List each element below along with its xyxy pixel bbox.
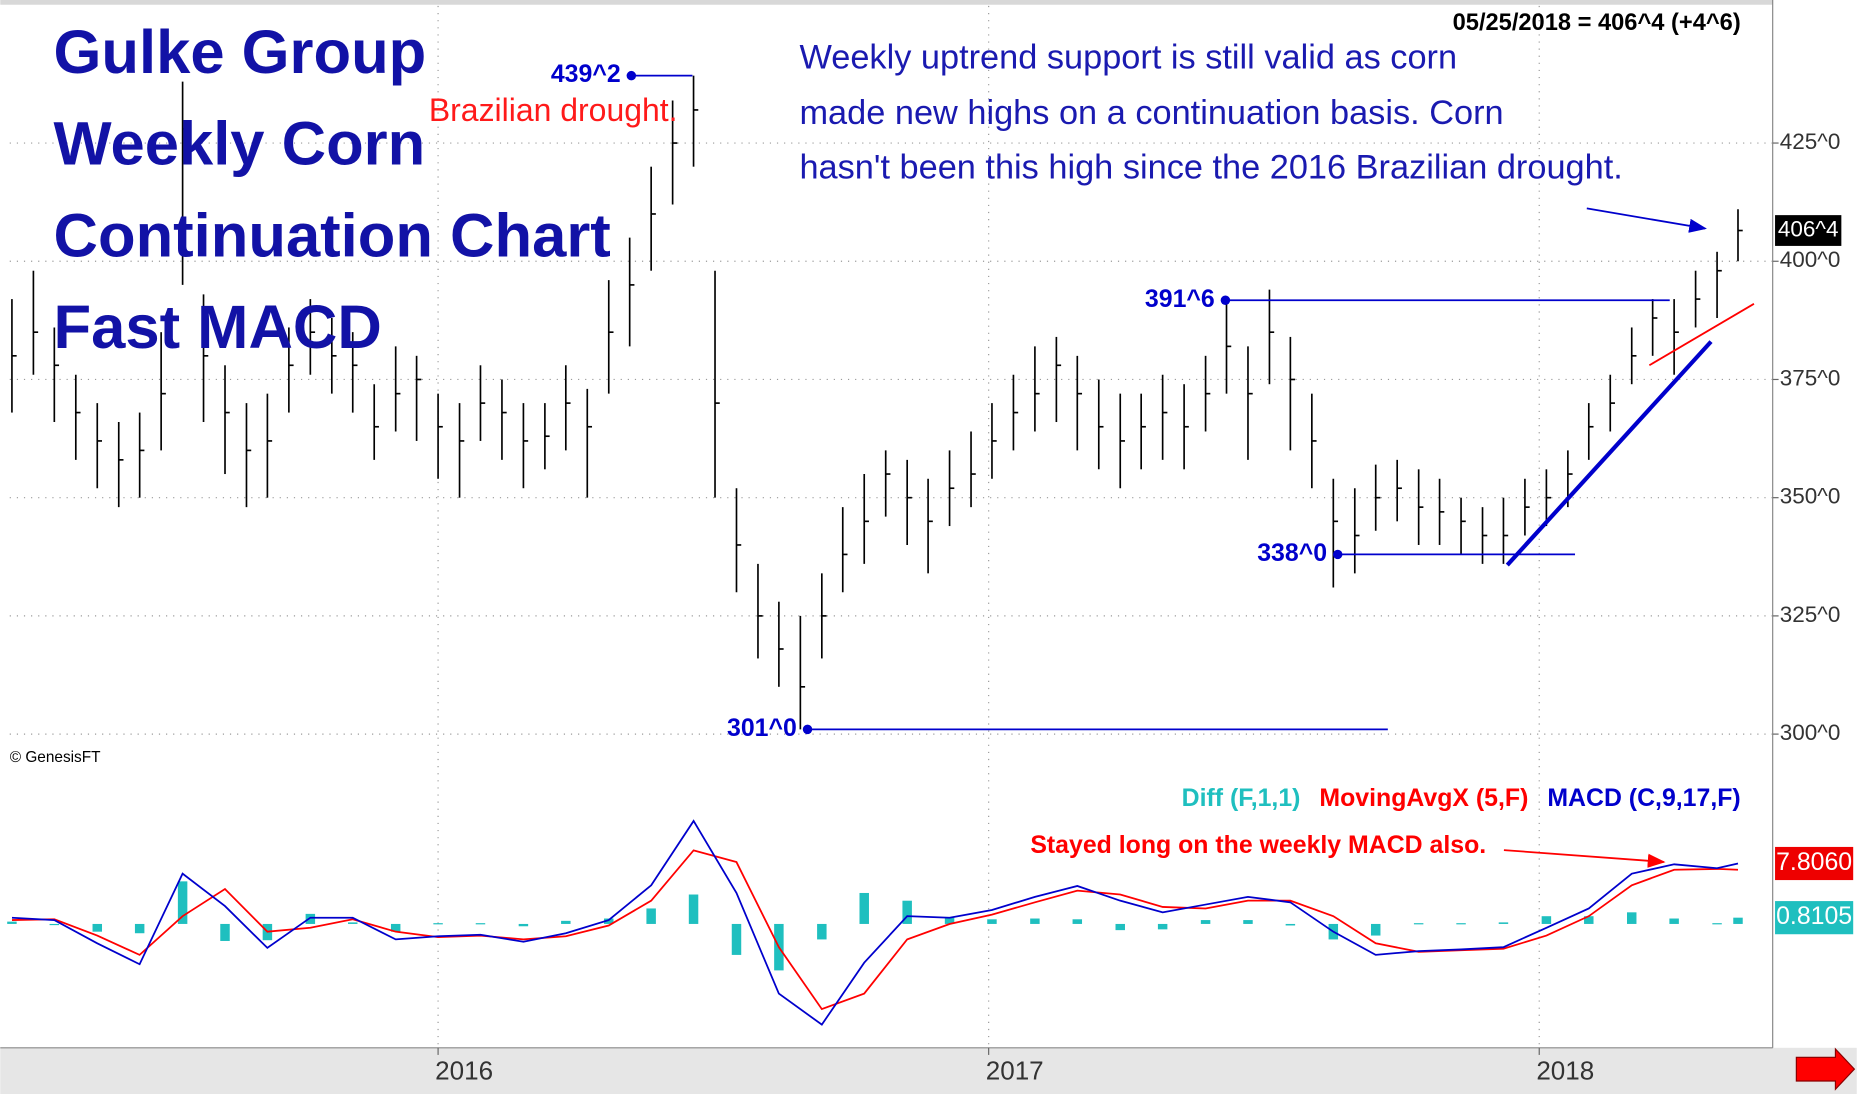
level-label: 439^2 — [551, 60, 621, 88]
histogram-bar — [177, 881, 188, 924]
histogram-bar — [1030, 918, 1040, 924]
histogram-bar — [1370, 923, 1381, 936]
histogram-bar — [1584, 916, 1594, 924]
last-price-label: 406^4 — [1778, 216, 1839, 241]
level-label: 301^0 — [727, 714, 797, 742]
grid-layer — [9, 5, 1773, 1048]
legend-entry: Diff (F,1,1) — [1182, 784, 1301, 812]
histogram-bar — [1413, 923, 1424, 925]
x-tick-label: 2016 — [435, 1056, 493, 1086]
histogram-bar — [688, 894, 699, 924]
histogram-bar — [1498, 922, 1509, 924]
x-tick-label: 2018 — [1536, 1056, 1594, 1086]
level-dot — [1220, 295, 1231, 306]
macd-line — [11, 849, 1739, 1011]
y-tick-label: 350^0 — [1780, 484, 1841, 509]
histogram-bar — [1285, 923, 1296, 926]
histogram-bar — [817, 923, 827, 940]
histogram-bar — [305, 913, 316, 924]
y-tick-label: 425^0 — [1780, 129, 1841, 154]
title-line: Continuation Chart — [54, 202, 611, 271]
y-tick-label: 300^0 — [1780, 720, 1841, 745]
y-tick-label: 325^0 — [1780, 602, 1841, 627]
histogram-bar — [7, 921, 17, 924]
histogram-bar — [1733, 917, 1743, 924]
legend-entry: MACD (C,9,17,F) — [1547, 784, 1740, 812]
title-line: Gulke Group — [54, 18, 427, 87]
histogram-bar — [902, 900, 912, 924]
level-dot — [626, 70, 637, 81]
histogram-bar — [134, 923, 145, 934]
last-value-label: 7.8060 — [1776, 848, 1852, 876]
note-line: Weekly uptrend support is still valid as… — [799, 38, 1457, 76]
title-line: Fast MACD — [54, 293, 382, 362]
histogram-bar — [1626, 912, 1637, 924]
x-tick-label: 2017 — [986, 1056, 1044, 1086]
histogram-bar — [859, 892, 869, 924]
title-line: Weekly Corn — [54, 109, 426, 178]
top-strip — [0, 0, 1773, 5]
note-drought: Brazilian drought. — [429, 92, 678, 128]
note-arrow — [1586, 207, 1707, 233]
histogram-bar — [348, 922, 358, 924]
last-price-box — [1775, 215, 1842, 246]
note-arrow — [1503, 849, 1666, 868]
histogram-bar — [433, 923, 443, 925]
histogram-bar — [1456, 923, 1466, 925]
histogram-bar — [49, 923, 60, 926]
last-value-box — [1775, 846, 1854, 881]
x-axis-strip — [0, 1047, 1857, 1094]
macd-line — [11, 819, 1739, 1026]
level-dot — [802, 724, 813, 735]
histogram-bar — [1669, 918, 1679, 924]
trend-line — [1648, 303, 1755, 367]
y-tick-label: 375^0 — [1780, 365, 1841, 390]
histogram-bar — [561, 920, 571, 924]
histogram-bar — [1712, 923, 1722, 925]
histogram-bar — [646, 908, 656, 924]
level-dot — [1332, 549, 1343, 560]
histogram-bar — [1115, 923, 1125, 931]
level-label: 391^6 — [1145, 285, 1215, 313]
histogram-bar — [92, 923, 103, 932]
histogram-bar — [1541, 916, 1552, 924]
histogram-bar — [731, 923, 742, 955]
histogram-bar — [1200, 920, 1211, 924]
marks-layer — [7, 70, 1755, 1026]
histogram-bar — [1157, 923, 1168, 930]
last-value-label: 0.8105 — [1776, 902, 1852, 930]
histogram-bar — [987, 919, 997, 924]
credit: © GenesisFT — [10, 749, 101, 766]
legend: MACD (C,9,17,F) MovingAvgX (5,F) Diff (F,1… — [1182, 784, 1741, 812]
histogram-bar — [1243, 920, 1253, 924]
histogram-bar — [944, 917, 955, 924]
histogram-bar — [220, 923, 230, 941]
note-line: made new highs on a continuation basis. … — [799, 94, 1503, 132]
histogram-bar — [604, 918, 614, 924]
level-label: 338^0 — [1257, 539, 1327, 567]
scroll-arrow[interactable] — [1795, 1047, 1856, 1091]
legend-entry: MovingAvgX (5,F) — [1319, 784, 1528, 812]
trend-line — [1505, 340, 1713, 567]
y-tick-label: 400^0 — [1780, 247, 1841, 272]
histogram-bar — [475, 923, 486, 925]
last-value-box — [1775, 901, 1854, 935]
histogram-bar — [390, 923, 401, 932]
histogram-bar — [1072, 919, 1083, 924]
note-line: hasn't been this high since the 2016 Bra… — [799, 148, 1622, 186]
header: 05/25/2018 = 406^4 (+4^6) — [1453, 10, 1741, 36]
histogram-bar — [518, 923, 529, 927]
note-macd: Stayed long on the weekly MACD also. — [1030, 831, 1486, 859]
